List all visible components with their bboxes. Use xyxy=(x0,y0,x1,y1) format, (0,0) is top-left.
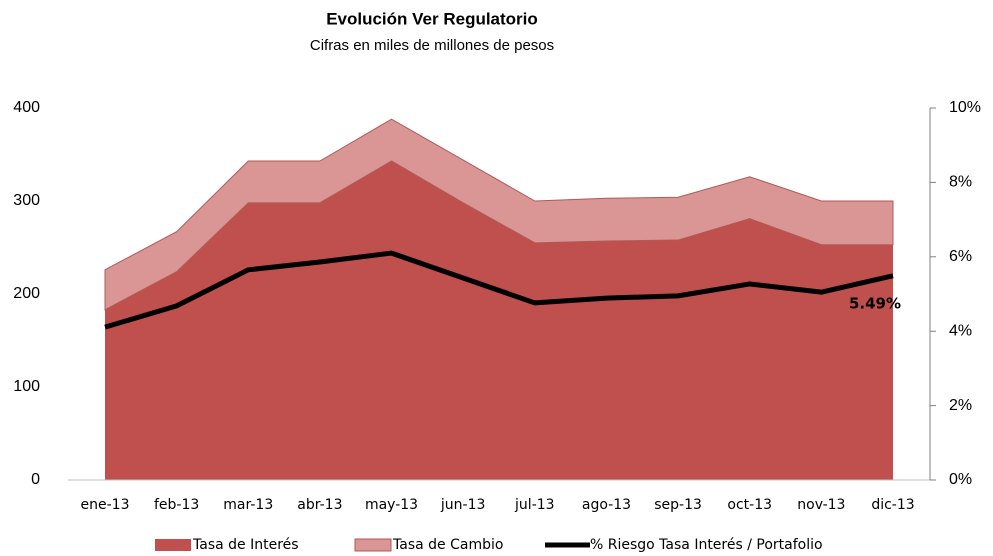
x-tick-label: feb-13 xyxy=(154,497,199,513)
y2-tick-label: 2% xyxy=(949,397,972,414)
chart-title: Evolución Ver Regulatorio xyxy=(326,9,538,28)
x-tick-label: mar-13 xyxy=(223,497,273,513)
y2-tick-label: 8% xyxy=(949,174,972,191)
x-tick-label: jun-13 xyxy=(440,497,486,513)
y2-tick-label: 4% xyxy=(949,322,972,339)
y-tick-label: 100 xyxy=(13,378,40,395)
x-tick-label: dic-13 xyxy=(871,497,914,513)
legend-swatch xyxy=(354,538,392,552)
x-tick-label: abr-13 xyxy=(297,497,342,513)
data-label: 5.49% xyxy=(849,294,901,312)
legend-label: Tasa de Cambio xyxy=(392,537,503,553)
area xyxy=(105,161,893,480)
y-tick-label: 400 xyxy=(13,99,40,116)
y-tick-label: 300 xyxy=(13,192,40,209)
x-tick-label: nov-13 xyxy=(797,497,845,513)
x-tick-label: oct-13 xyxy=(727,497,772,513)
x-tick-label: ene-13 xyxy=(81,497,130,513)
y2-tick-label: 10% xyxy=(949,99,981,116)
legend-label: Tasa de Interés xyxy=(192,537,299,553)
legend-swatch xyxy=(155,539,191,551)
x-tick-label: jul-13 xyxy=(514,497,555,513)
y2-tick-label: 0% xyxy=(949,471,972,488)
y-tick-label: 200 xyxy=(13,285,40,302)
y-tick-label: 0 xyxy=(31,471,40,488)
x-tick-label: sep-13 xyxy=(654,497,702,513)
legend-label: % Riesgo Tasa Interés / Portafolio xyxy=(590,537,823,553)
line xyxy=(104,250,894,330)
area xyxy=(104,118,894,311)
y2-tick-label: 6% xyxy=(949,248,972,265)
x-tick-label: may-13 xyxy=(365,497,418,513)
chart-subtitle: Cifras en miles de millones de pesos xyxy=(310,37,554,54)
x-tick-label: ago-13 xyxy=(582,497,631,513)
